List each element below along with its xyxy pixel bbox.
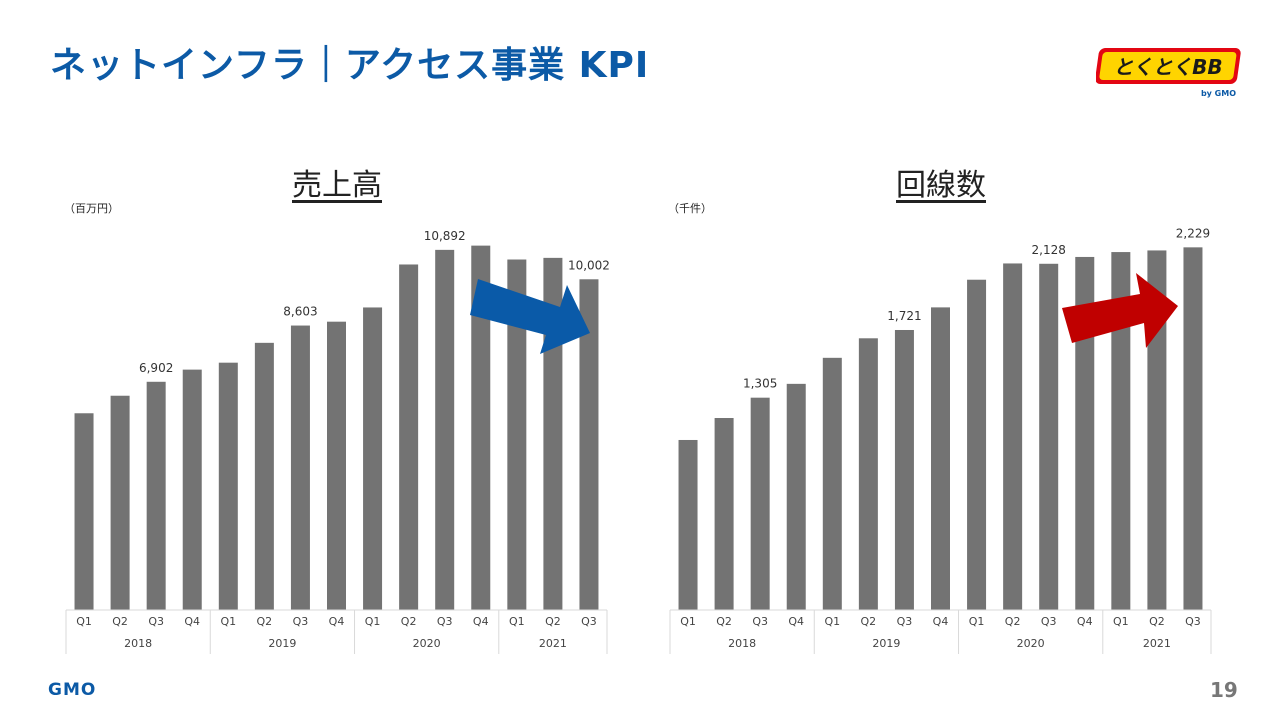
bar bbox=[327, 321, 346, 610]
logo-text: とくとくBB bbox=[1113, 55, 1222, 79]
x-tick-label: Q4 bbox=[933, 615, 949, 628]
unit-label-lines: （千件） bbox=[668, 202, 712, 215]
slide-title: ネットインフラ｜アクセス事業 KPI bbox=[50, 45, 650, 86]
bar bbox=[399, 264, 419, 610]
x-tick-label: Q2 bbox=[861, 615, 877, 628]
x-tick-label: Q2 bbox=[112, 615, 128, 628]
x-tick-label: Q1 bbox=[680, 615, 696, 628]
lines-bar-chart: 1,305 1,721 2,128 2,229 Q1 Q2 Q3 Q4 Q1 Q2 Q3 Q4 Q1 Q2… bbox=[669, 226, 1212, 654]
x-tick-label: Q4 bbox=[1077, 615, 1093, 628]
bar bbox=[507, 259, 527, 610]
data-label: 1,305 bbox=[743, 377, 777, 391]
x-tick-label: Q3 bbox=[581, 615, 597, 628]
bar bbox=[182, 369, 202, 610]
trend-arrow-up bbox=[1062, 273, 1178, 348]
gmo-logo: GMO bbox=[48, 680, 97, 700]
x-tick-label: Q2 bbox=[716, 615, 732, 628]
bar bbox=[1147, 250, 1167, 610]
tokutoku-bb-logo: とくとくBB by GMO bbox=[1096, 48, 1241, 98]
x-tick-label: Q1 bbox=[1113, 615, 1129, 628]
bar bbox=[931, 307, 950, 610]
bar bbox=[858, 338, 878, 610]
x-tick-label: Q3 bbox=[897, 615, 913, 628]
x-tick-label: Q1 bbox=[365, 615, 381, 628]
x-group-label: 2018 bbox=[124, 637, 152, 650]
x-tick-label: Q2 bbox=[1005, 615, 1021, 628]
x-tick-label: Q4 bbox=[473, 615, 489, 628]
x-tick-label: Q3 bbox=[752, 615, 768, 628]
x-tick-label: Q1 bbox=[220, 615, 236, 628]
trend-arrow-down bbox=[470, 279, 590, 354]
bar bbox=[218, 362, 238, 610]
x-tick-label: Q2 bbox=[1149, 615, 1165, 628]
bar bbox=[74, 413, 94, 610]
x-tick-label: Q2 bbox=[545, 615, 561, 628]
bar bbox=[967, 279, 987, 610]
x-tick-label: Q2 bbox=[257, 615, 273, 628]
x-tick-label: Q3 bbox=[1185, 615, 1201, 628]
x-group-label: 2021 bbox=[1143, 637, 1171, 650]
x-tick-label: Q1 bbox=[509, 615, 525, 628]
bar bbox=[1183, 247, 1203, 610]
x-tick-label: Q1 bbox=[969, 615, 985, 628]
bar bbox=[1075, 256, 1095, 610]
data-label: 10,892 bbox=[424, 229, 466, 243]
data-label: 1,721 bbox=[887, 309, 921, 323]
bar bbox=[1039, 263, 1059, 610]
x-tick-label: Q4 bbox=[184, 615, 200, 628]
data-label: 2,128 bbox=[1032, 243, 1066, 257]
x-tick-label: Q3 bbox=[1041, 615, 1057, 628]
logo-subtext: by GMO bbox=[1201, 89, 1236, 98]
bar bbox=[110, 395, 130, 610]
x-tick-label: Q3 bbox=[293, 615, 309, 628]
x-tick-label: Q4 bbox=[329, 615, 345, 628]
chart-title-sales: 売上高 bbox=[292, 168, 382, 203]
bar bbox=[579, 279, 599, 610]
data-label: 6,902 bbox=[139, 361, 173, 375]
data-label: 2,229 bbox=[1176, 226, 1210, 240]
bar bbox=[471, 245, 491, 610]
bar bbox=[1111, 252, 1131, 611]
x-tick-label: Q1 bbox=[824, 615, 840, 628]
x-group-label: 2018 bbox=[728, 637, 756, 650]
bar bbox=[146, 381, 166, 610]
x-tick-label: Q3 bbox=[148, 615, 164, 628]
bar bbox=[290, 325, 310, 610]
sales-bar-chart: 6,902 8,603 10,892 10,002 Q1 Q2 Q3 Q4 Q1 Q2 Q3 Q4 Q1… bbox=[65, 229, 610, 654]
x-tick-label: Q1 bbox=[76, 615, 92, 628]
bar bbox=[786, 383, 806, 610]
bar bbox=[750, 397, 770, 610]
x-group-label: 2020 bbox=[1017, 637, 1045, 650]
bar bbox=[363, 307, 383, 610]
bar bbox=[1003, 263, 1023, 610]
bar bbox=[435, 249, 455, 610]
bar bbox=[894, 329, 914, 610]
bar bbox=[678, 439, 698, 610]
bar bbox=[822, 357, 842, 610]
x-group-label: 2021 bbox=[539, 637, 567, 650]
x-tick-label: Q4 bbox=[788, 615, 804, 628]
bar bbox=[714, 418, 734, 610]
x-tick-label: Q2 bbox=[401, 615, 417, 628]
page-number: 19 bbox=[1210, 678, 1238, 702]
bar bbox=[254, 342, 274, 610]
x-group-label: 2019 bbox=[872, 637, 900, 650]
data-label: 8,603 bbox=[283, 305, 317, 319]
x-tick-label: Q3 bbox=[437, 615, 453, 628]
x-group-label: 2019 bbox=[268, 637, 296, 650]
data-label: 10,002 bbox=[568, 258, 610, 272]
x-group-label: 2020 bbox=[413, 637, 441, 650]
chart-title-lines: 回線数 bbox=[896, 168, 986, 203]
unit-label-sales: （百万円） bbox=[64, 202, 119, 215]
